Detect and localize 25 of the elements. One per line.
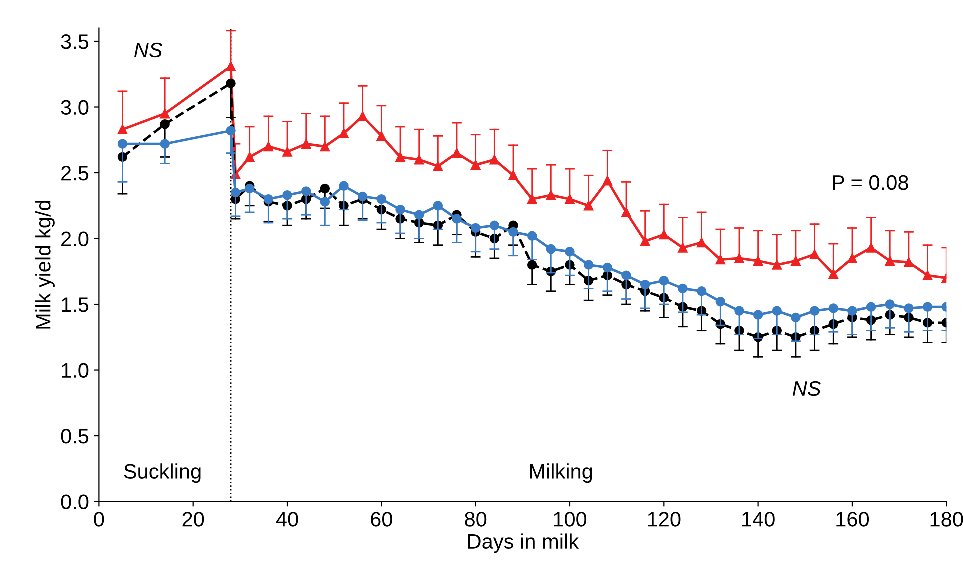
x-tick-label: 60	[371, 512, 392, 527]
y-tick-label: 3.0	[61, 100, 89, 116]
y-tick-label: 3.5	[61, 34, 89, 50]
annotation: NS	[134, 42, 163, 58]
x-tick-label: 120	[648, 512, 681, 527]
y-tick-label: 1.5	[62, 298, 89, 312]
annotation: Milking	[530, 464, 592, 484]
y-axis-title: Milk yield kg/d	[36, 201, 55, 329]
annotation: Suckling	[124, 464, 201, 484]
annotation: NS	[792, 381, 822, 396]
y-tick-label: 0.0	[61, 494, 89, 510]
x-tick-label: 0	[94, 512, 104, 527]
annotation: P = 0.08	[833, 175, 908, 190]
y-tick-label: 1.0	[62, 363, 89, 378]
x-axis-title: Days in milk	[468, 534, 580, 554]
x-tick-label: 160	[836, 512, 870, 527]
y-tick-label: 0.5	[61, 429, 89, 444]
x-tick-label: 140	[742, 512, 775, 527]
x-tick-label: 80	[465, 512, 487, 527]
x-tick-label: 20	[182, 512, 204, 527]
y-tick-label: 2.5	[62, 166, 89, 181]
y-tick-label: 2.0	[62, 232, 89, 247]
x-tick-label: 100	[554, 512, 587, 527]
x-tick-label: 40	[276, 512, 298, 527]
x-tick-label: 180	[930, 512, 963, 527]
